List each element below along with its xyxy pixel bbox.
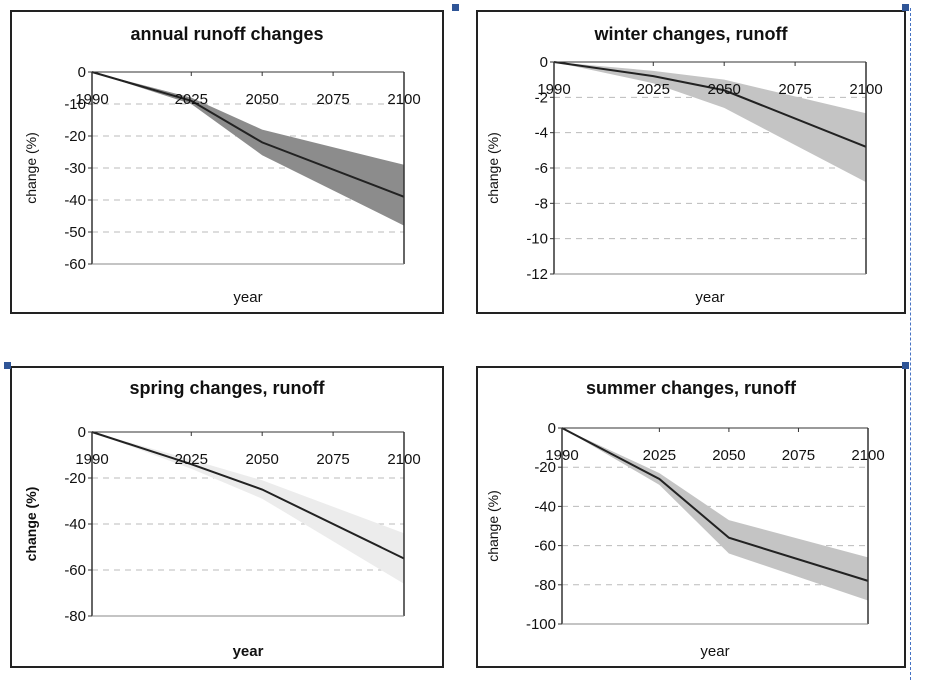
- x-tick-label: 2075: [782, 447, 815, 464]
- spring-runoff-chart: spring changes, runoff 0 -20 -40 -60 -80 1990 2…: [10, 366, 444, 668]
- y-tick-label: -8: [535, 195, 548, 212]
- y-tick-label: -100: [526, 616, 556, 633]
- central-line: [91, 431, 405, 560]
- x-tick-label: 1990: [537, 81, 570, 98]
- y-tick-label: -80: [534, 577, 556, 594]
- chart-canvas: winter changes, runoff 0 -2 -4 -6 -8 -10 -12 199…: [485, 24, 883, 306]
- selection-handle[interactable]: [452, 4, 459, 11]
- winter-runoff-chart: winter changes, runoff 0 -2 -4 -6 -8 -10 -12 199…: [476, 10, 906, 314]
- x-axis-label: year: [700, 643, 729, 660]
- x-axis-label: year: [695, 289, 724, 306]
- x-tick-label: 2050: [245, 91, 278, 108]
- selection-guide-line: [910, 8, 911, 680]
- y-tick-label: -20: [64, 470, 86, 487]
- y-tick-label: -60: [534, 538, 556, 555]
- y-tick-label: -10: [64, 96, 86, 113]
- selection-handle[interactable]: [902, 4, 909, 11]
- chart-canvas: annual runoff changes 0 -10 -20 -30 -40 -50 -60…: [23, 24, 421, 306]
- y-axis-label: change (%): [485, 490, 501, 562]
- y-tick-label: 0: [548, 420, 556, 437]
- y-tick-label: 0: [78, 424, 86, 441]
- x-tick-label: 2100: [849, 81, 882, 98]
- x-tick-label: 2050: [245, 451, 278, 468]
- x-tick-label: 1990: [75, 451, 108, 468]
- y-tick-label: -10: [526, 231, 548, 248]
- x-tick-label: 2100: [387, 451, 420, 468]
- x-tick-label: 1990: [545, 447, 578, 464]
- summer-runoff-chart: summer changes, runoff 0 -20 -40 -60 -80 -100 1…: [476, 366, 906, 668]
- x-axis-label: year: [233, 643, 264, 660]
- central-line: [561, 427, 869, 582]
- x-tick-label: 2025: [637, 81, 670, 98]
- chart-title: spring changes, runoff: [129, 378, 325, 398]
- y-tick-label: -2: [535, 89, 548, 106]
- y-tick-label: -40: [534, 498, 556, 515]
- y-tick-label: -12: [526, 266, 548, 283]
- chart-canvas: spring changes, runoff 0 -20 -40 -60 -80 1990 2…: [23, 378, 421, 660]
- selection-handle[interactable]: [4, 362, 11, 369]
- central-line: [91, 71, 405, 198]
- y-tick-label: -20: [534, 459, 556, 476]
- chart-title: annual runoff changes: [130, 24, 323, 44]
- x-tick-label: 2025: [643, 447, 676, 464]
- chart-canvas: summer changes, runoff 0 -20 -40 -60 -80 -100 1…: [485, 378, 885, 660]
- x-tick-label: 2100: [851, 447, 884, 464]
- x-tick-label: 2025: [175, 91, 208, 108]
- y-tick-label: -30: [64, 160, 86, 177]
- y-tick-label: -40: [64, 192, 86, 209]
- chart-title: winter changes, runoff: [593, 24, 788, 44]
- y-axis-label: change (%): [485, 132, 501, 204]
- chart-title: summer changes, runoff: [586, 378, 797, 398]
- x-tick-label: 2050: [707, 81, 740, 98]
- x-tick-label: 2025: [175, 451, 208, 468]
- x-tick-label: 2100: [387, 91, 420, 108]
- x-tick-label: 2075: [316, 451, 349, 468]
- x-tick-label: 2075: [778, 81, 811, 98]
- x-tick-label: 1990: [75, 91, 108, 108]
- y-axis-label: change (%): [23, 487, 39, 562]
- selection-handle[interactable]: [902, 362, 909, 369]
- x-axis-label: year: [233, 289, 262, 306]
- y-tick-label: 0: [540, 54, 548, 71]
- x-tick-label: 2050: [712, 447, 745, 464]
- x-tick-label: 2075: [316, 91, 349, 108]
- y-tick-label: 0: [78, 64, 86, 81]
- y-tick-label: -60: [64, 256, 86, 273]
- y-tick-label: -6: [535, 160, 548, 177]
- annual-runoff-chart: annual runoff changes 0 -10 -20 -30 -40 -50 -60…: [10, 10, 444, 314]
- y-tick-label: -60: [64, 562, 86, 579]
- central-line: [553, 61, 867, 148]
- y-tick-label: -50: [64, 224, 86, 241]
- y-axis-label: change (%): [23, 132, 39, 204]
- y-tick-label: -80: [64, 608, 86, 625]
- y-tick-label: -40: [64, 516, 86, 533]
- y-tick-label: -4: [535, 125, 548, 142]
- y-tick-label: -20: [64, 128, 86, 145]
